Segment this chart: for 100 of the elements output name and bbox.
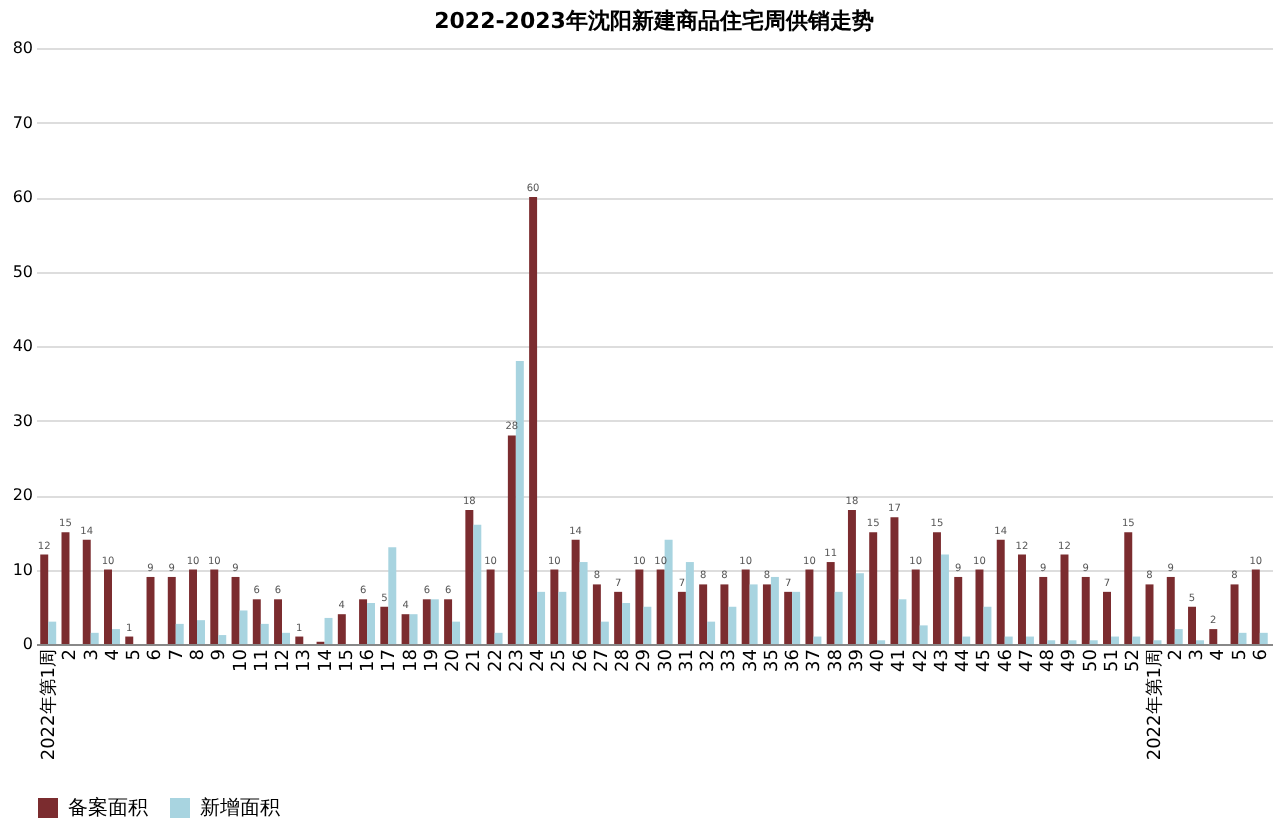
x-tick-label: 15 xyxy=(337,649,358,672)
bar xyxy=(847,509,856,644)
x-tick-label: 33 xyxy=(720,649,741,672)
bar xyxy=(529,197,538,644)
x-tick-label: 44 xyxy=(954,648,975,672)
bar xyxy=(1132,636,1141,644)
x-tick-label: 6 xyxy=(146,648,167,661)
bar xyxy=(919,625,928,644)
bar xyxy=(430,599,439,644)
bar xyxy=(1103,591,1111,644)
bar xyxy=(550,569,559,644)
bar xyxy=(656,569,665,644)
x-tick-label: 3 xyxy=(82,649,103,661)
x-tick-label: 8 xyxy=(189,648,210,661)
y-tick-label: 40 xyxy=(12,337,33,355)
x-tick-label: 4 xyxy=(103,648,124,661)
x-tick-label: 45 xyxy=(975,649,996,672)
bar xyxy=(600,621,609,644)
x-tick-label: 2022年第1周 xyxy=(38,649,61,761)
bar xyxy=(954,576,963,644)
x-tick-label: 19 xyxy=(422,648,443,672)
bar xyxy=(898,599,907,644)
x-tick-label: 17 xyxy=(380,649,401,672)
bar xyxy=(367,603,376,644)
bar xyxy=(813,636,822,644)
x-tick-label: 9 xyxy=(210,648,231,661)
bar xyxy=(699,584,708,644)
x-tick-label: 22 xyxy=(486,649,507,672)
bar xyxy=(1230,584,1239,644)
bar xyxy=(260,623,269,644)
bar xyxy=(826,562,835,644)
bar xyxy=(1251,569,1260,644)
bar xyxy=(295,636,304,644)
bar xyxy=(749,584,758,644)
x-tick-label: 40 xyxy=(869,648,890,672)
x-tick-label: 20 xyxy=(444,648,465,672)
bar xyxy=(486,569,495,644)
x-tick-label: 52 xyxy=(1124,649,1145,672)
bar xyxy=(401,614,410,644)
bar xyxy=(983,606,992,644)
bar xyxy=(82,539,91,644)
bar xyxy=(1081,576,1090,644)
bar xyxy=(614,591,623,644)
bar xyxy=(762,584,771,644)
bar xyxy=(337,614,346,644)
bar xyxy=(1166,576,1175,644)
x-tick-label: 21 xyxy=(465,649,486,672)
bar xyxy=(890,517,899,644)
x-tick-label: 46 xyxy=(996,648,1017,672)
bar xyxy=(996,539,1005,644)
legend-label: 新增面积 xyxy=(200,796,280,820)
bar xyxy=(728,606,737,644)
x-tick-label: 5 xyxy=(1230,649,1251,661)
x-tick-label: 14 xyxy=(316,648,337,672)
bar xyxy=(111,629,120,644)
x-tick-label: 30 xyxy=(656,648,677,672)
bar xyxy=(741,569,750,644)
bar xyxy=(515,360,524,644)
y-tick-label: 80 xyxy=(12,39,33,57)
bar xyxy=(1145,584,1154,644)
x-tick-label: 13 xyxy=(295,649,316,672)
bar xyxy=(473,524,482,644)
bar xyxy=(707,621,716,644)
x-tick-label: 49 xyxy=(1060,648,1081,672)
bar xyxy=(104,569,112,644)
bar xyxy=(677,591,686,644)
bar xyxy=(622,603,631,644)
x-tick-label: 38 xyxy=(826,648,847,672)
bar xyxy=(1110,636,1119,644)
bar xyxy=(1018,554,1026,644)
bar xyxy=(932,532,941,644)
x-tick-label: 41 xyxy=(890,649,911,672)
bar xyxy=(274,599,283,644)
bar xyxy=(252,599,261,644)
x-tick-label: 16 xyxy=(359,648,380,672)
bar xyxy=(422,599,431,644)
bar xyxy=(218,635,227,644)
x-tick-label: 26 xyxy=(571,648,592,672)
bar xyxy=(175,623,184,644)
y-tick-label: 20 xyxy=(12,486,33,504)
bar xyxy=(1259,632,1268,644)
x-tick-label: 35 xyxy=(762,649,783,672)
x-tick-label: 10 xyxy=(231,648,252,672)
x-tick-label: 42 xyxy=(911,649,932,672)
bar xyxy=(380,606,389,644)
legend-label: 备案面积 xyxy=(68,796,148,820)
bar xyxy=(635,569,644,644)
y-tick-label: 10 xyxy=(12,560,33,579)
bar xyxy=(444,599,453,644)
bar xyxy=(189,569,198,644)
x-tick-label: 2 xyxy=(1166,649,1187,661)
x-tick-label: 24 xyxy=(529,648,550,672)
bar xyxy=(1188,606,1197,644)
x-tick-label: 2 xyxy=(61,649,82,661)
x-tick-label: 11 xyxy=(252,649,273,672)
x-tick-label: 23 xyxy=(507,649,528,672)
bar xyxy=(210,569,219,644)
bar xyxy=(834,591,843,644)
x-tick-label: 47 xyxy=(1017,649,1038,672)
bar xyxy=(1039,576,1048,644)
